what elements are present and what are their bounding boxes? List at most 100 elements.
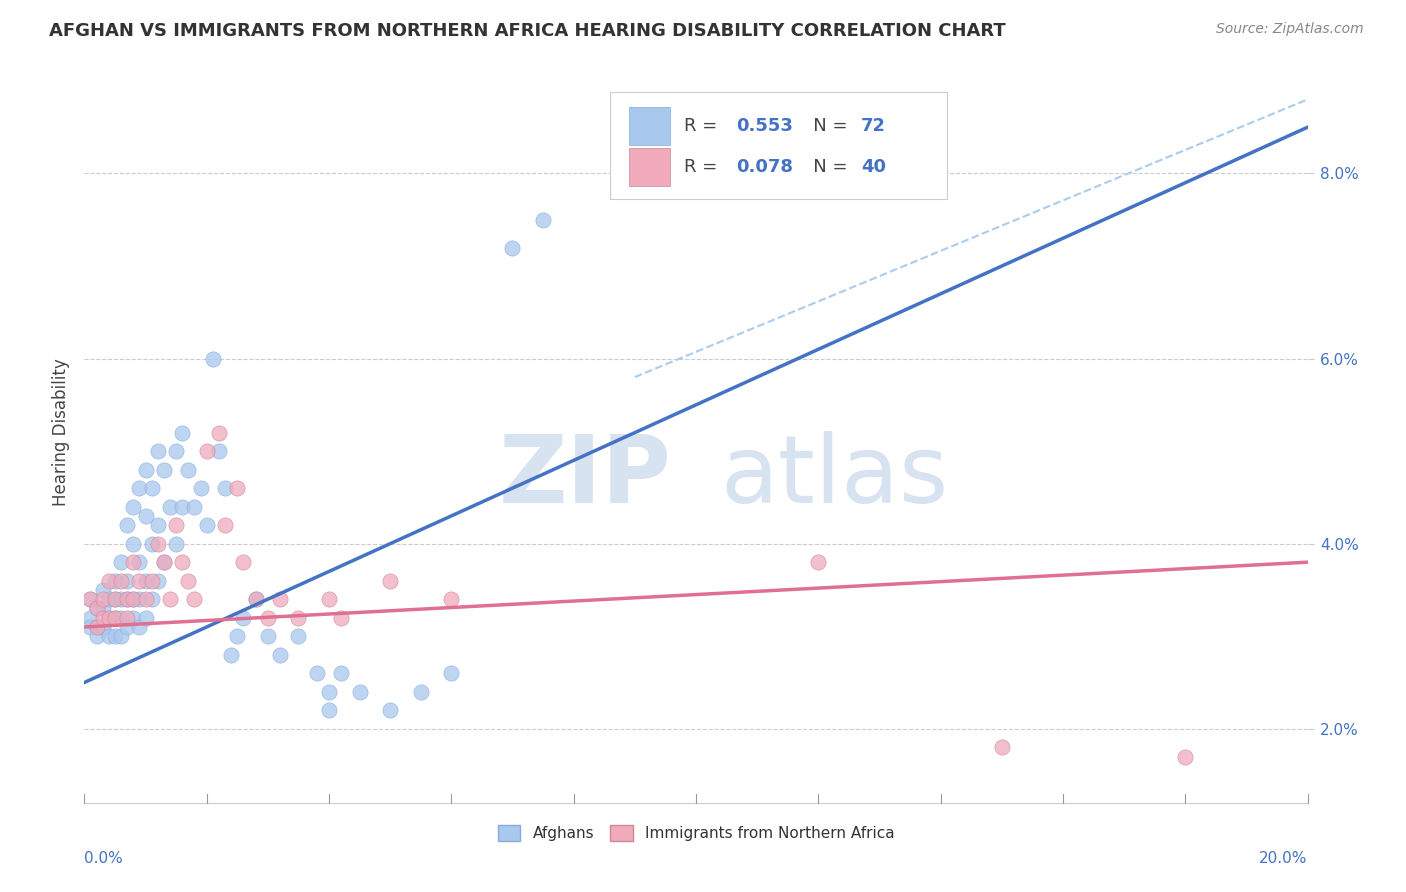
Text: atlas: atlas: [720, 431, 949, 523]
Point: [122, 555, 145, 569]
Point: [135, 592, 157, 607]
Text: AFGHAN VS IMMIGRANTS FROM NORTHERN AFRICA HEARING DISABILITY CORRELATION CHART: AFGHAN VS IMMIGRANTS FROM NORTHERN AFRIC…: [49, 22, 1005, 40]
Text: N =: N =: [796, 158, 853, 176]
Point: [104, 610, 127, 624]
Point: [172, 500, 194, 514]
Point: [141, 592, 163, 607]
Point: [257, 629, 280, 643]
Point: [165, 444, 187, 458]
Point: [128, 592, 150, 607]
Point: [104, 629, 127, 643]
Point: [79, 592, 101, 607]
Point: [115, 592, 138, 607]
Point: [146, 444, 169, 458]
Point: [91, 620, 114, 634]
Point: [287, 610, 309, 624]
Point: [214, 481, 236, 495]
Point: [141, 536, 163, 550]
Point: [135, 508, 157, 523]
Text: Source: ZipAtlas.com: Source: ZipAtlas.com: [1216, 22, 1364, 37]
Point: [330, 610, 353, 624]
Point: [97, 629, 120, 643]
Point: [807, 555, 830, 569]
Point: [146, 536, 169, 550]
Point: [115, 574, 138, 588]
Point: [531, 212, 554, 227]
Point: [208, 444, 231, 458]
Point: [91, 582, 114, 597]
Point: [190, 481, 212, 495]
Point: [183, 592, 205, 607]
Point: [86, 620, 108, 634]
Point: [305, 666, 328, 681]
Point: [257, 610, 280, 624]
Point: [269, 592, 291, 607]
Point: [115, 518, 138, 533]
Point: [128, 620, 150, 634]
Point: [502, 240, 524, 255]
Point: [226, 629, 249, 643]
Text: 72: 72: [860, 117, 886, 135]
Text: N =: N =: [796, 117, 853, 135]
Point: [245, 592, 267, 607]
Point: [104, 592, 127, 607]
Point: [97, 610, 120, 624]
Point: [86, 601, 108, 615]
Point: [110, 574, 132, 588]
Point: [135, 462, 157, 476]
FancyBboxPatch shape: [628, 147, 671, 186]
Point: [208, 425, 231, 440]
Point: [165, 536, 187, 550]
Point: [128, 574, 150, 588]
Point: [135, 574, 157, 588]
Point: [135, 610, 157, 624]
Point: [122, 592, 145, 607]
Point: [195, 518, 218, 533]
Point: [409, 685, 432, 699]
Point: [97, 592, 120, 607]
Text: 20.0%: 20.0%: [1260, 851, 1308, 866]
Point: [226, 481, 249, 495]
Point: [97, 574, 120, 588]
Point: [177, 574, 200, 588]
Point: [165, 518, 187, 533]
Point: [104, 610, 127, 624]
Point: [97, 610, 120, 624]
Text: R =: R =: [683, 158, 723, 176]
Point: [79, 610, 101, 624]
Point: [159, 500, 181, 514]
Point: [128, 555, 150, 569]
Point: [146, 574, 169, 588]
Point: [245, 592, 267, 607]
Point: [219, 648, 242, 662]
Point: [141, 481, 163, 495]
Point: [86, 601, 108, 615]
Point: [104, 592, 127, 607]
Point: [122, 500, 145, 514]
Text: 0.553: 0.553: [737, 117, 793, 135]
Point: [91, 592, 114, 607]
Point: [991, 740, 1014, 755]
Y-axis label: Hearing Disability: Hearing Disability: [52, 359, 70, 507]
Point: [195, 444, 218, 458]
Point: [122, 610, 145, 624]
Point: [115, 620, 138, 634]
Point: [91, 610, 114, 624]
Point: [153, 462, 176, 476]
Point: [122, 592, 145, 607]
Point: [128, 481, 150, 495]
Point: [287, 629, 309, 643]
Text: 40: 40: [860, 158, 886, 176]
Point: [214, 518, 236, 533]
Point: [153, 555, 176, 569]
Point: [380, 703, 402, 717]
Point: [201, 351, 224, 366]
Point: [110, 592, 132, 607]
Point: [269, 648, 291, 662]
Point: [122, 536, 145, 550]
Point: [172, 425, 194, 440]
Legend: Afghans, Immigrants from Northern Africa: Afghans, Immigrants from Northern Africa: [492, 819, 900, 847]
Point: [183, 500, 205, 514]
Point: [115, 610, 138, 624]
Point: [172, 555, 194, 569]
